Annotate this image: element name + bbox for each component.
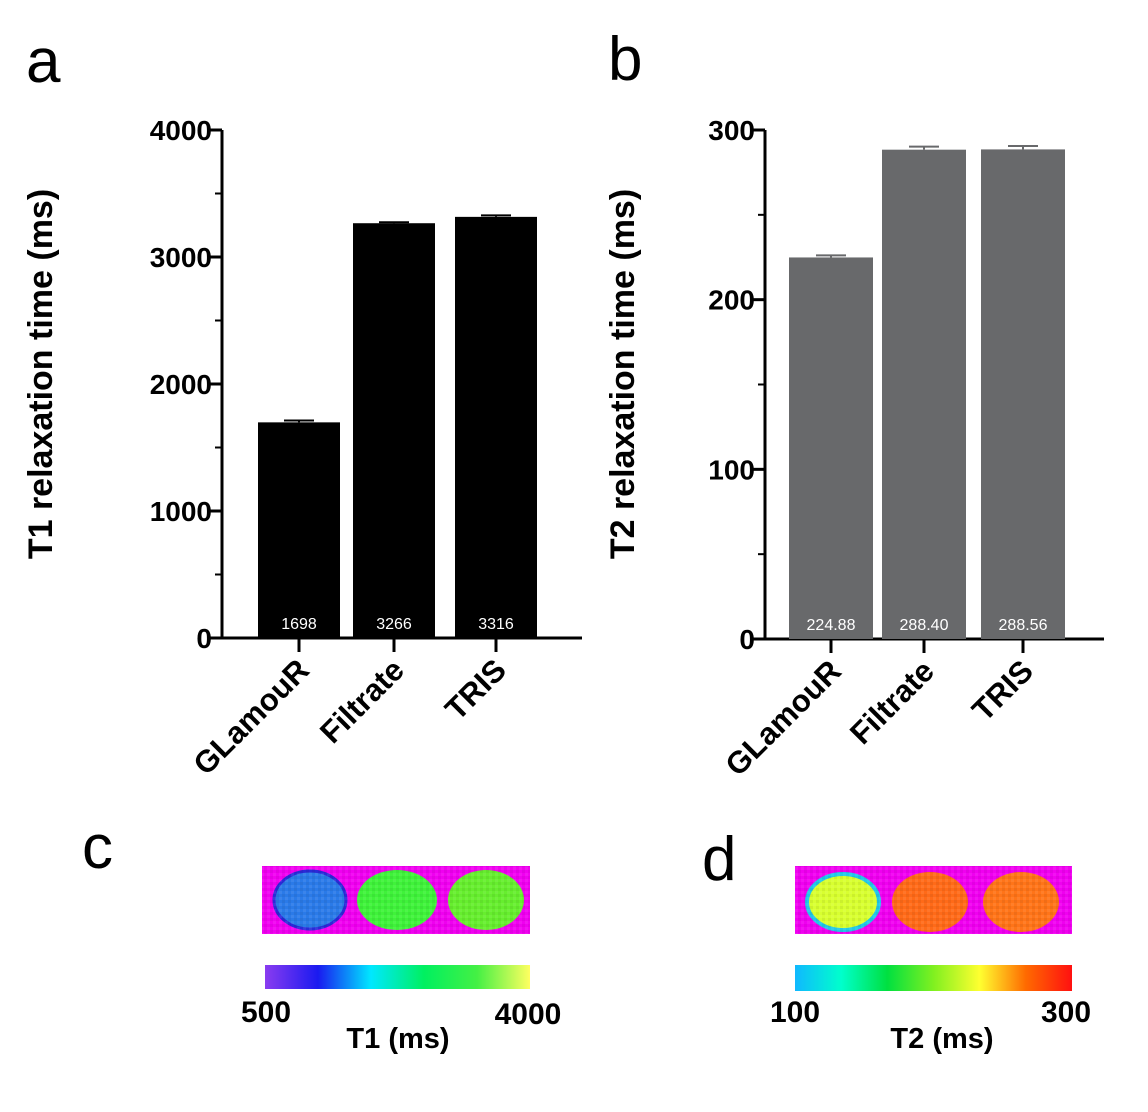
t1-y-axis-title: T1 relaxation time (ms) xyxy=(22,189,60,559)
chart-b-category-label: GLamouR xyxy=(718,653,847,782)
panel-label-c: c xyxy=(82,813,113,882)
panel-label-a: a xyxy=(26,27,61,96)
chart-b-data-label: 224.88 xyxy=(807,617,856,634)
t1-bar-chart: T1 relaxation time (ms) 0 1000 2000 3000 400… xyxy=(22,115,582,782)
panel-label-d: d xyxy=(702,825,736,894)
chart-a-category-label: TRIS xyxy=(438,652,513,727)
chart-b-data-label: 288.56 xyxy=(999,617,1048,634)
chart-a-data-label: 3266 xyxy=(376,616,412,633)
chart-b-y-tick-label: 100 xyxy=(708,454,755,485)
chart-a-y-tick-label: 3000 xyxy=(150,242,212,273)
chart-b-bar-tris xyxy=(981,149,1065,640)
chart-a-bar-filtrate xyxy=(353,223,435,638)
chart-a-y-tick-label: 0 xyxy=(196,623,212,654)
chart-b-category-label: Filtrate xyxy=(843,653,941,751)
t2-colorbar-min: 100 xyxy=(770,996,820,1029)
t2-y-axis-title: T2 relaxation time (ms) xyxy=(604,189,642,559)
chart-b-category-label: TRIS xyxy=(965,653,1040,728)
panel-label-b: b xyxy=(608,25,642,94)
chart-a-y-tick-label: 1000 xyxy=(150,496,212,527)
chart-b-y-tick-label: 200 xyxy=(708,285,755,316)
t2-map-panel: 100 300 T2 (ms) xyxy=(770,866,1091,1055)
chart-a-data-label: 1698 xyxy=(281,616,317,633)
chart-b-bar-filtrate xyxy=(882,149,966,639)
t2-map-texture xyxy=(795,866,1072,934)
t1-colorbar-max: 4000 xyxy=(495,998,562,1031)
chart-b-data-label: 288.40 xyxy=(900,617,949,634)
t2-colorbar-title: T2 (ms) xyxy=(890,1023,993,1055)
chart-a-bar-glamour xyxy=(258,422,340,638)
chart-a-y-tick-label: 4000 xyxy=(150,115,212,146)
t2-bar-chart: T2 relaxation time (ms) 0 100 200 300 GLamou… xyxy=(604,115,1104,783)
chart-b-bar-glamour xyxy=(789,257,873,639)
chart-a-category-label: Filtrate xyxy=(313,652,411,750)
t1-colorbar xyxy=(265,965,530,989)
t1-colorbar-title: T1 (ms) xyxy=(346,1023,449,1055)
t1-map-panel: 500 4000 T1 (ms) xyxy=(241,866,561,1055)
chart-a-bar-tris xyxy=(455,216,537,639)
chart-b-y-tick-label: 0 xyxy=(739,624,755,655)
t1-map-texture xyxy=(262,866,530,934)
chart-a-y-tick-label: 2000 xyxy=(150,369,212,400)
chart-a-data-label: 3316 xyxy=(478,616,514,633)
t2-colorbar xyxy=(795,965,1072,991)
t1-colorbar-min: 500 xyxy=(241,996,291,1029)
t2-colorbar-max: 300 xyxy=(1041,996,1091,1029)
chart-a-category-label: GLamouR xyxy=(186,652,315,781)
chart-b-y-tick-label: 300 xyxy=(708,115,755,146)
